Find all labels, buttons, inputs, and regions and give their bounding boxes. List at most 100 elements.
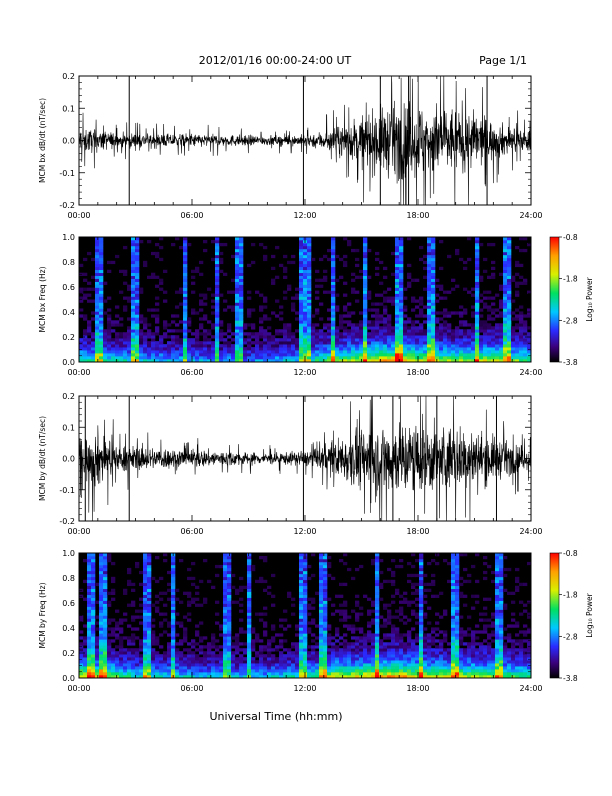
- spectrogram-cell: [211, 669, 215, 672]
- spectrogram-cell: [363, 311, 367, 314]
- spectrogram-cell: [159, 645, 163, 648]
- spectrogram-cell: [199, 332, 203, 335]
- spectrogram-cell: [475, 273, 479, 276]
- spectrogram-cell: [143, 624, 147, 627]
- spectrogram-cell: [155, 314, 159, 317]
- spectrogram-cell: [363, 353, 367, 356]
- spectrogram-cell: [443, 323, 447, 326]
- spectrogram-cell: [267, 645, 271, 648]
- spectrogram-cell: [143, 648, 147, 651]
- spectrogram-cell: [291, 654, 295, 657]
- spectrogram-cell: [99, 586, 103, 589]
- spectrogram-cell: [231, 657, 235, 660]
- spectrogram-cell: [235, 297, 239, 300]
- spectrogram-cell: [343, 610, 347, 613]
- spectrogram-cell: [271, 657, 275, 660]
- spectrogram-cell: [387, 329, 391, 332]
- spectrogram-cell: [303, 663, 307, 666]
- spectrogram-cell: [327, 648, 331, 651]
- spectrogram-cell: [131, 341, 135, 344]
- spectrogram-cell: [355, 344, 359, 347]
- spectrogram-cell: [303, 276, 307, 279]
- spectrogram-cell: [331, 648, 335, 651]
- spectrogram-cell: [99, 308, 103, 311]
- spectrogram-cell: [83, 657, 87, 660]
- spectrogram-cell: [131, 252, 135, 255]
- spectrogram-cell: [215, 273, 219, 276]
- spectrogram-cell: [247, 636, 251, 639]
- spectrogram-cell: [479, 341, 483, 344]
- spectrogram-cell: [135, 273, 139, 276]
- spectrogram-cell: [375, 294, 379, 297]
- spectrogram-cell: [427, 291, 431, 294]
- spectrogram-cell: [507, 252, 511, 255]
- spectrogram-cell: [439, 616, 443, 619]
- spectrogram-cell: [231, 601, 235, 604]
- spectrogram-cell: [247, 344, 251, 347]
- spectrogram-cell: [347, 329, 351, 332]
- spectrogram-cell: [303, 270, 307, 273]
- spectrogram-cell: [103, 657, 107, 660]
- spectrogram-cell: [103, 574, 107, 577]
- spectrogram-cell: [91, 598, 95, 601]
- spectrogram-cell: [323, 347, 327, 350]
- spectrogram-cell: [223, 273, 227, 276]
- spectrogram-cell: [391, 583, 395, 586]
- spectrogram-cell: [291, 305, 295, 308]
- spectrogram-cell: [123, 246, 127, 249]
- spectrogram-cell: [255, 636, 259, 639]
- spectrogram-cell: [87, 350, 91, 353]
- spectrogram-cell: [355, 627, 359, 630]
- spectrogram-cell: [303, 624, 307, 627]
- spectrogram-cell: [395, 288, 399, 291]
- spectrogram-cell: [443, 347, 447, 350]
- spectrogram-cell: [483, 297, 487, 300]
- spectrogram-cell: [151, 663, 155, 666]
- spectrogram-cell: [291, 672, 295, 675]
- spectrogram-cell: [343, 669, 347, 672]
- spectrogram-cell: [319, 568, 323, 571]
- spectrogram-cell: [127, 663, 131, 666]
- spectrogram-cell: [103, 618, 107, 621]
- spectrogram-cell: [455, 669, 459, 672]
- spectrogram-cell: [359, 326, 363, 329]
- spectrogram-cell: [375, 604, 379, 607]
- spectrogram-cell: [131, 279, 135, 282]
- spectrogram-cell: [375, 654, 379, 657]
- spectrogram-cell: [463, 261, 467, 264]
- spectrogram-cell: [135, 654, 139, 657]
- spectrogram-cell: [227, 651, 231, 654]
- y-axis-label: MCM bx Freq (Hz): [38, 266, 47, 332]
- spectrogram-cell: [427, 648, 431, 651]
- spectrogram-cell: [111, 598, 115, 601]
- spectrogram-cell: [263, 314, 267, 317]
- spectrogram-cell: [403, 326, 407, 329]
- spectrogram-cell: [123, 305, 127, 308]
- spectrogram-cell: [419, 338, 423, 341]
- spectrogram-cell: [463, 666, 467, 669]
- spectrogram-cell: [191, 657, 195, 660]
- spectrogram-cell: [399, 264, 403, 267]
- spectrogram-cell: [447, 353, 451, 356]
- spectrogram-cell: [419, 589, 423, 592]
- spectrogram-cell: [375, 580, 379, 583]
- spectrogram-cell: [367, 332, 371, 335]
- spectrogram-cell: [331, 636, 335, 639]
- spectrogram-cell: [271, 663, 275, 666]
- spectrogram-cell: [131, 267, 135, 270]
- spectrogram-cell: [515, 341, 519, 344]
- spectrogram-cell: [107, 657, 111, 660]
- spectrogram-cell: [399, 633, 403, 636]
- spectrogram-cell: [263, 353, 267, 356]
- spectrogram-cell: [247, 672, 251, 675]
- spectrogram-cell: [151, 273, 155, 276]
- page-indicator: Page 1/1: [479, 54, 527, 67]
- spectrogram-cell: [307, 621, 311, 624]
- spectrogram-cell: [83, 636, 87, 639]
- spectrogram-cell: [391, 660, 395, 663]
- spectrogram-cell: [475, 305, 479, 308]
- spectrogram-cell: [127, 288, 131, 291]
- spectrogram-cell: [243, 356, 247, 359]
- spectrogram-cell: [431, 651, 435, 654]
- spectrogram-cell: [411, 642, 415, 645]
